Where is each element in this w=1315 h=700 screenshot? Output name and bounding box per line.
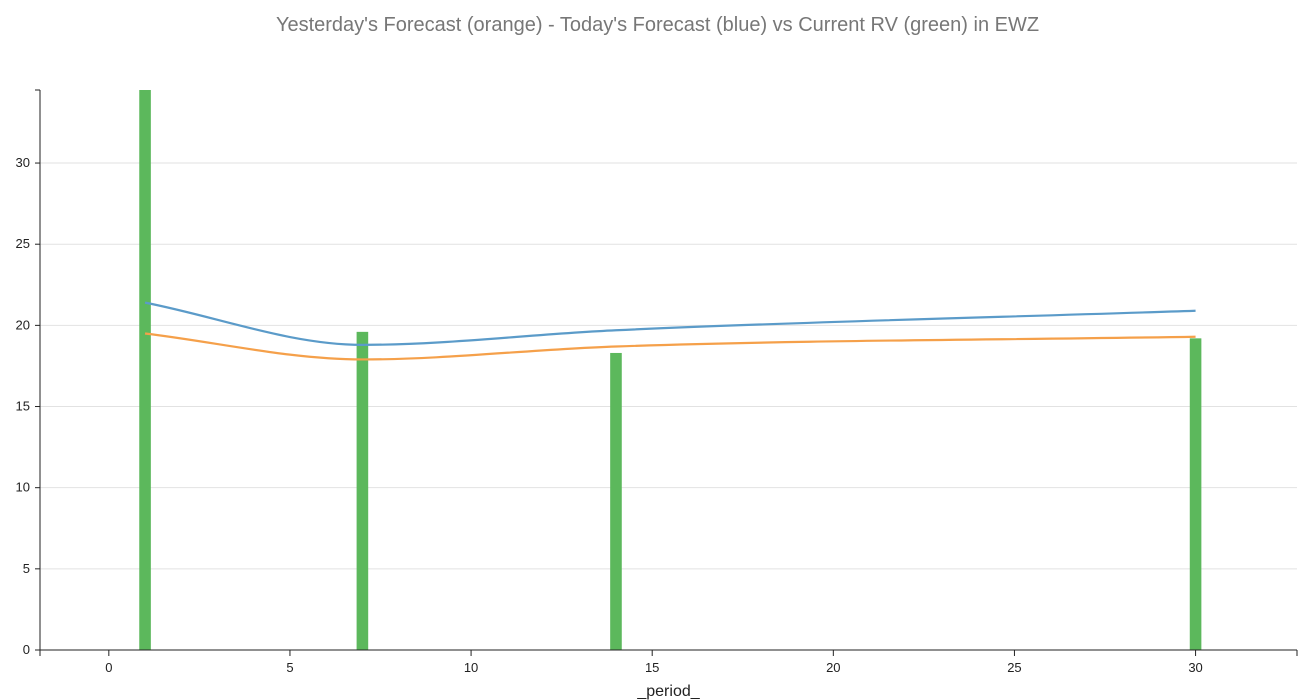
y-tick-label: 30 <box>16 155 30 170</box>
y-tick-label: 10 <box>16 480 30 495</box>
x-tick-label: 15 <box>645 660 659 675</box>
y-tick-label: 15 <box>16 399 30 414</box>
grid-layer <box>40 162 1297 570</box>
chart-title: Yesterday's Forecast (orange) - Today's … <box>275 14 1040 36</box>
line-layer <box>144 301 1196 361</box>
x-axis-title: _period_ <box>636 683 700 700</box>
bar <box>1189 338 1202 650</box>
y-tick-label: 0 <box>23 642 30 657</box>
y-tick-label: 5 <box>23 561 30 576</box>
x-tick-label: 30 <box>1188 660 1202 675</box>
bar-layer <box>139 90 1202 650</box>
y-tick-label: 25 <box>16 236 30 251</box>
bar <box>139 90 151 650</box>
x-tick-label: 20 <box>826 660 840 675</box>
axis-layer: 0 5 10 15 20 25 30 0 5 10 15 20 25 30 <box>16 89 1298 675</box>
bar <box>356 331 369 650</box>
series-line <box>144 301 1196 346</box>
series-line <box>144 332 1196 361</box>
x-tick-label: 5 <box>286 660 293 675</box>
bar <box>610 352 622 650</box>
x-tick-label: 25 <box>1007 660 1021 675</box>
y-tick-label: 20 <box>16 317 30 332</box>
x-tick-label: 10 <box>464 660 478 675</box>
x-tick-label: 0 <box>105 660 112 675</box>
